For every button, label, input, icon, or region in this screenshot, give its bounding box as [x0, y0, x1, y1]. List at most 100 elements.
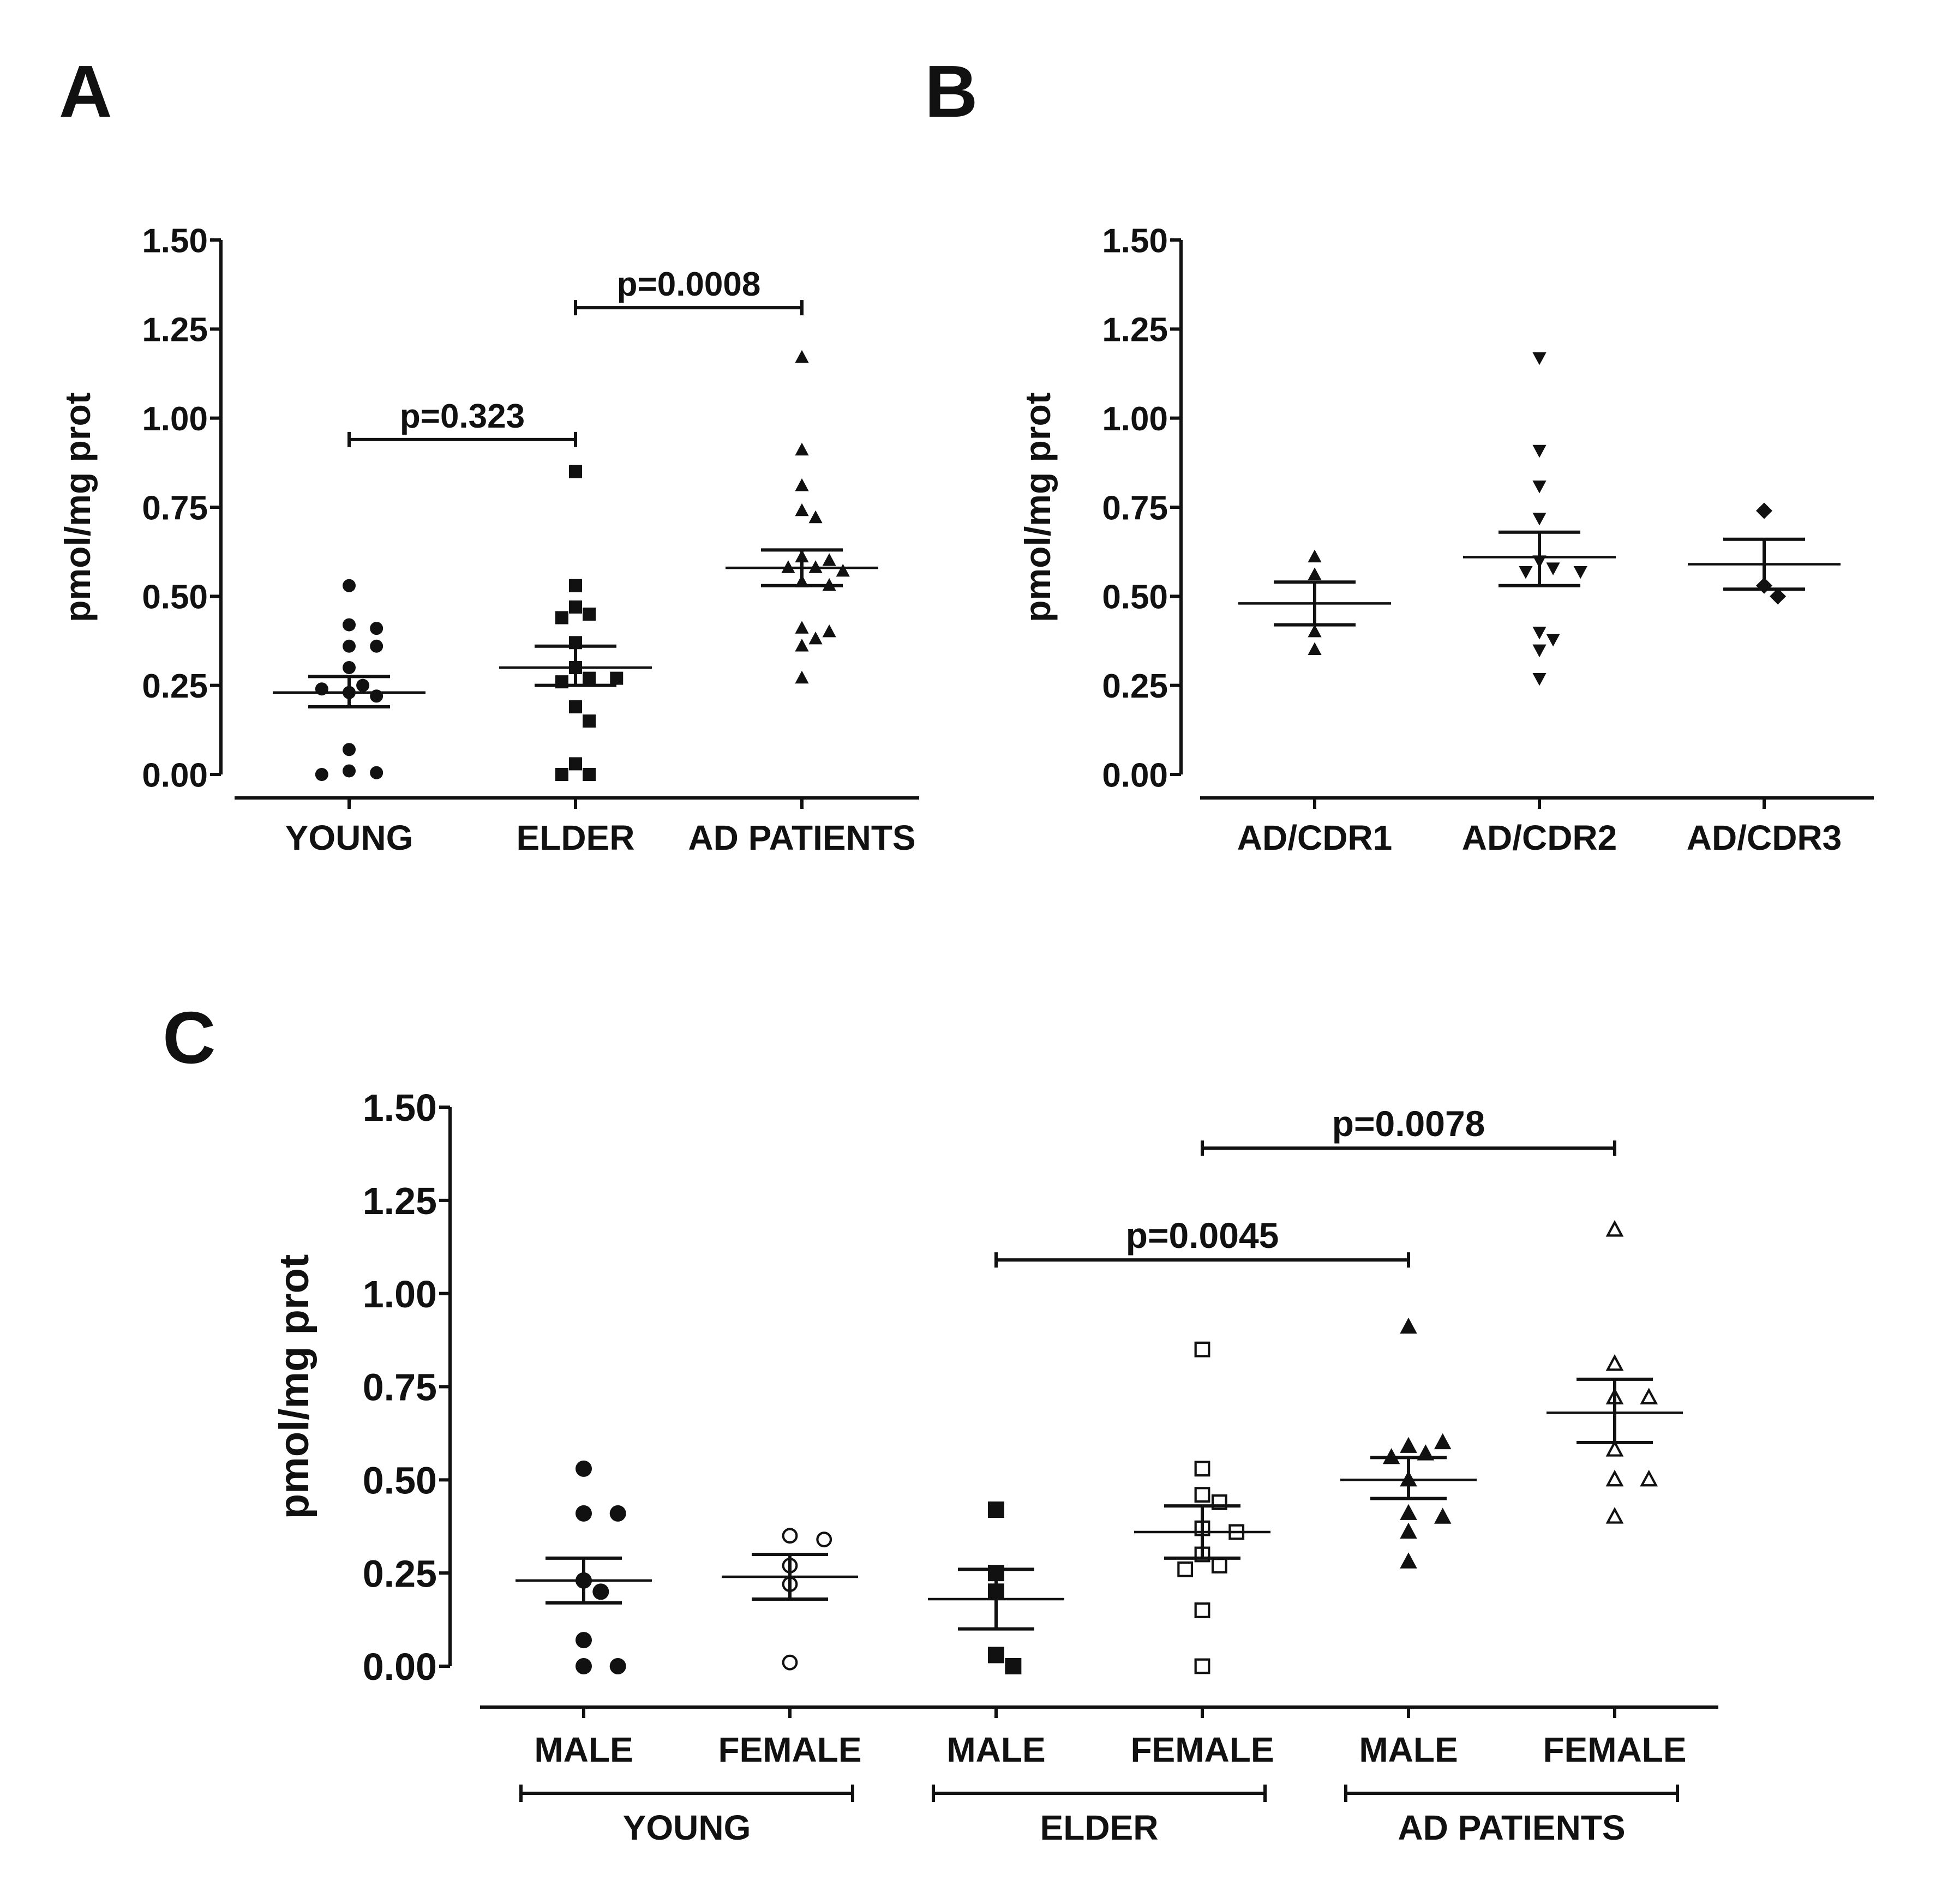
chartc-young-female-point — [782, 1654, 798, 1671]
chartc-elder-male-point — [1005, 1658, 1022, 1674]
chartb-ad-cdr2-point — [1532, 627, 1547, 640]
charta-y-tick-label: 0.00 — [142, 756, 208, 794]
chartc-young-male-point — [609, 1658, 626, 1674]
chartc-ad-patients-male-point — [1400, 1522, 1417, 1539]
charta-young-point — [370, 639, 383, 653]
chartc-y-tick-label: 1.00 — [363, 1273, 437, 1316]
panel-letter-b: B — [925, 50, 978, 133]
chartc-ad-patients-female-point — [1605, 1440, 1624, 1457]
chartc-ad-patients-female-point — [1605, 1220, 1624, 1237]
chartc-young-female-point — [816, 1531, 832, 1548]
chartb-ad-cdr1-point — [1308, 567, 1322, 580]
chartc-group-bracket-young — [519, 1785, 854, 1802]
charta-young-point — [343, 743, 356, 756]
chartc-young-male-point — [576, 1658, 592, 1674]
charta-p-value-label: p=0.323 — [400, 398, 525, 435]
chartc-group-bracket-elder — [932, 1785, 1267, 1802]
charta-young-point — [370, 622, 383, 635]
chartb-y-tick-label: 0.50 — [1102, 579, 1168, 616]
chartc-ad-patients-female-point — [1605, 1469, 1624, 1487]
chartc-young-male-point — [576, 1505, 592, 1522]
chartc-young-male-point — [609, 1505, 626, 1522]
charta-ad-patients-point — [808, 631, 823, 645]
charta-y-tick-label: 1.25 — [142, 311, 208, 349]
chartc-ad-patients-female-point — [1640, 1469, 1658, 1487]
chartc-y-tick-label: 0.75 — [363, 1366, 437, 1409]
chartb-y-axis-label: pmol/mg prot — [1017, 392, 1058, 622]
chart-panel-c: 0.00 0.25 0.50 0.75 1.00 1.25 1.50 pmol/mg prot… — [271, 1086, 1718, 1847]
chartb-ad-cdr2-point — [1546, 562, 1560, 575]
charta-young-point — [343, 639, 356, 653]
charta-ad-patients-point — [836, 563, 850, 577]
chartb-ad-cdr2-point — [1532, 512, 1547, 526]
chartb-ad-cdr3-point — [1756, 502, 1772, 519]
chartb-ad-cdr2-point — [1532, 352, 1547, 365]
chartc-elder-female-point — [1211, 1558, 1227, 1573]
chartc-ad-patients-female-point — [1605, 1507, 1624, 1524]
charta-elder-point — [555, 768, 568, 781]
chartb-ad-cdr2-point — [1546, 634, 1560, 647]
charta-y-tick-label: 0.25 — [142, 668, 208, 705]
charta-p-value-label: p=0.0008 — [617, 266, 761, 303]
charta-young-point — [343, 579, 356, 592]
chartb-ad-cdr2-point — [1532, 644, 1547, 658]
chartb-ad-cdr1-point — [1308, 642, 1322, 655]
chartb-ad-cdr2-point — [1573, 566, 1587, 579]
chartc-elder-female-point — [1177, 1561, 1194, 1577]
chartc-elder-female-point — [1194, 1461, 1210, 1477]
charta-elder-point — [583, 671, 596, 685]
chartb-y-tick-label: 1.25 — [1102, 311, 1168, 349]
chartc-ad-patients-male-point — [1400, 1552, 1417, 1569]
chartb-ad-cdr3-point — [1770, 588, 1787, 605]
chartb-x-tick-label-ad-cdr3: AD/CDR3 — [1687, 818, 1842, 857]
charta-x-tick-label-elder: ELDER — [517, 818, 635, 857]
chartc-y-tick-label: 1.25 — [363, 1180, 437, 1222]
chartb-ad-cdr2-point — [1519, 566, 1533, 579]
charta-ad-patients-point — [795, 478, 809, 491]
chartc-x-tick-label-female: FEMALE — [718, 1730, 861, 1769]
chartb-ad-cdr1-point — [1308, 549, 1322, 563]
chartc-ad-patients-male-point — [1400, 1504, 1417, 1520]
charta-elder-point — [569, 600, 582, 614]
charta-young-point — [343, 618, 356, 632]
charta-y-tick-label: 1.50 — [142, 222, 208, 260]
charta-young-point — [370, 766, 383, 779]
chartc-group-bracket-ad-patients — [1344, 1785, 1679, 1802]
chartc-y-tick-label: 0.00 — [363, 1645, 437, 1688]
chartb-x-tick-label-ad-cdr1: AD/CDR1 — [1237, 818, 1392, 857]
charta-elder-point — [583, 608, 596, 621]
charta-ad-patients-point — [795, 670, 809, 684]
chartb-y-tick-label: 0.75 — [1102, 489, 1168, 527]
chartc-ad-patients-male-point — [1400, 1317, 1417, 1334]
chart-panel-b: 0.00 0.25 0.50 0.75 1.00 1.25 1.50 pmol/mg prot… — [1017, 222, 1874, 857]
charta-y-axis-label: pmol/mg prot — [57, 392, 98, 622]
chartc-ad-patients-male-point — [1434, 1433, 1452, 1450]
charta-young-point — [343, 661, 356, 674]
chartc-young-male-point — [576, 1632, 592, 1649]
chartc-elder-male-point — [988, 1647, 1004, 1663]
chartc-group-label-ad-patients: AD PATIENTS — [1398, 1808, 1625, 1847]
charta-young-point — [315, 768, 328, 781]
charta-ad-patients-point — [795, 639, 809, 652]
chartc-elder-female-point — [1194, 1487, 1210, 1503]
charta-y-tick-label: 1.00 — [142, 400, 208, 438]
chartc-group-label-elder: ELDER — [1040, 1808, 1159, 1847]
chartb-ad-cdr2-point — [1532, 480, 1547, 494]
charta-young-point — [356, 678, 370, 692]
chartb-y-tick-label: 0.00 — [1102, 756, 1168, 794]
chartc-y-axis-label: pmol/mg prot — [271, 1254, 317, 1519]
charta-elder-point — [569, 465, 582, 478]
charta-y-tick-label: 0.50 — [142, 579, 208, 616]
chartc-ad-patients-male-point — [1400, 1437, 1417, 1453]
chartb-y-tick-label: 1.00 — [1102, 400, 1168, 438]
chartb-ad-cdr2-point — [1532, 672, 1547, 686]
charta-elder-point — [569, 757, 582, 771]
chartc-x-tick-label-female: FEMALE — [1130, 1730, 1274, 1769]
chartc-elder-female-point — [1194, 1341, 1210, 1358]
chartc-x-tick-label-female: FEMALE — [1543, 1730, 1686, 1769]
chartc-comparison-bracket — [1201, 1140, 1616, 1156]
charta-ad-patients-point — [808, 510, 823, 524]
chartb-x-tick-label-ad-cdr2: AD/CDR2 — [1462, 818, 1617, 857]
chartb-ad-cdr1-point — [1308, 624, 1322, 638]
chartc-x-tick-label-male: MALE — [534, 1730, 633, 1769]
